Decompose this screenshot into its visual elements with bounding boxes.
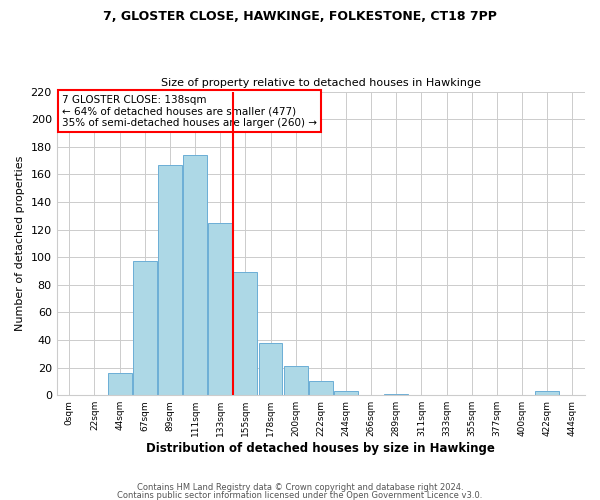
Bar (284, 366, 308, 395)
Text: Contains HM Land Registry data © Crown copyright and database right 2024.: Contains HM Land Registry data © Crown c… (137, 484, 463, 492)
Bar (183, 155, 207, 395)
X-axis label: Distribution of detached houses by size in Hawkinge: Distribution of detached houses by size … (146, 442, 495, 455)
Y-axis label: Number of detached properties: Number of detached properties (15, 156, 25, 331)
Bar (385, 394, 408, 395)
Bar (158, 164, 182, 395)
Bar (208, 222, 232, 395)
Text: 7, GLOSTER CLOSE, HAWKINGE, FOLKESTONE, CT18 7PP: 7, GLOSTER CLOSE, HAWKINGE, FOLKESTONE, … (103, 10, 497, 23)
Bar (107, 373, 131, 395)
Title: Size of property relative to detached houses in Hawkinge: Size of property relative to detached ho… (161, 78, 481, 88)
Bar (535, 391, 559, 395)
Bar (259, 343, 283, 395)
Text: Contains public sector information licensed under the Open Government Licence v3: Contains public sector information licen… (118, 490, 482, 500)
Bar (233, 272, 257, 395)
Bar (334, 391, 358, 395)
Bar (133, 262, 157, 395)
Text: 7 GLOSTER CLOSE: 138sqm
← 64% of detached houses are smaller (477)
35% of semi-d: 7 GLOSTER CLOSE: 138sqm ← 64% of detache… (62, 94, 317, 128)
Bar (309, 382, 333, 395)
